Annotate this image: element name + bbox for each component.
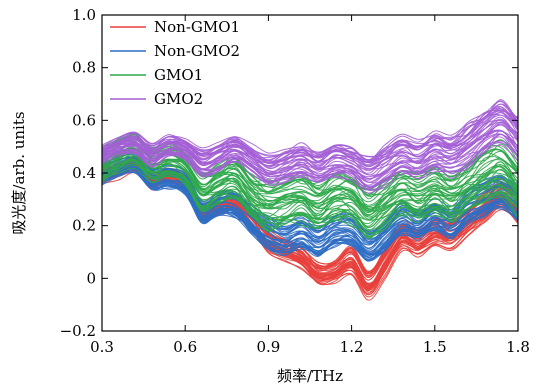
series-line: [102, 135, 518, 191]
series-line: [102, 118, 518, 174]
axis-ticks: 0.3 0.6 0.9 1.2 1.5 1.8 −0.2 0 0.2 0.4 0.6 0.8 1.0: [60, 6, 530, 356]
x-tick-label: 1.2: [340, 338, 364, 356]
series-line: [102, 172, 518, 259]
series-line: [102, 167, 518, 262]
x-tick-label: 1.8: [506, 338, 530, 356]
legend-label: GMO1: [154, 66, 203, 84]
series-line: [102, 100, 518, 161]
series-gmo2: [102, 99, 518, 194]
series-line: [102, 165, 518, 255]
y-tick-label: 0: [86, 269, 96, 287]
series-line: [102, 105, 518, 168]
series-line: [102, 162, 518, 234]
x-tick-label: 0.3: [90, 338, 114, 356]
spectra-curves: [102, 99, 518, 301]
y-tick-label: −0.2: [60, 322, 96, 340]
y-tick-label: 1.0: [72, 6, 96, 24]
series-line: [102, 159, 518, 238]
legend-label: Non-GMO2: [154, 42, 240, 60]
series-line: [102, 164, 518, 250]
y-tick-label: 0.4: [72, 164, 96, 182]
series-line: [102, 159, 518, 234]
series-line: [102, 129, 518, 180]
legend: Non-GMO1 Non-GMO2 GMO1 GMO2: [110, 18, 240, 108]
legend-label: GMO2: [154, 90, 203, 108]
series-line: [102, 146, 518, 220]
legend-label: Non-GMO1: [154, 18, 240, 36]
x-tick-label: 0.6: [173, 338, 197, 356]
y-tick-label: 0.6: [72, 111, 96, 129]
series-line: [102, 130, 518, 180]
series-line: [102, 164, 518, 232]
series-line: [102, 133, 518, 188]
series-line: [102, 109, 518, 164]
series-line: [102, 103, 518, 164]
series-line: [102, 148, 518, 212]
x-tick-label: 1.5: [423, 338, 447, 356]
x-axis-label: 频率/THz: [277, 367, 343, 385]
series-line: [102, 144, 518, 192]
series-line: [102, 121, 518, 170]
series-line: [102, 153, 518, 228]
series-line: [102, 147, 518, 214]
y-tick-label: 0.8: [72, 59, 96, 77]
y-tick-label: 0.2: [72, 217, 96, 235]
series-line: [102, 167, 518, 237]
y-axis-label: 吸光度/arb. units: [10, 111, 28, 234]
x-tick-label: 0.9: [256, 338, 280, 356]
